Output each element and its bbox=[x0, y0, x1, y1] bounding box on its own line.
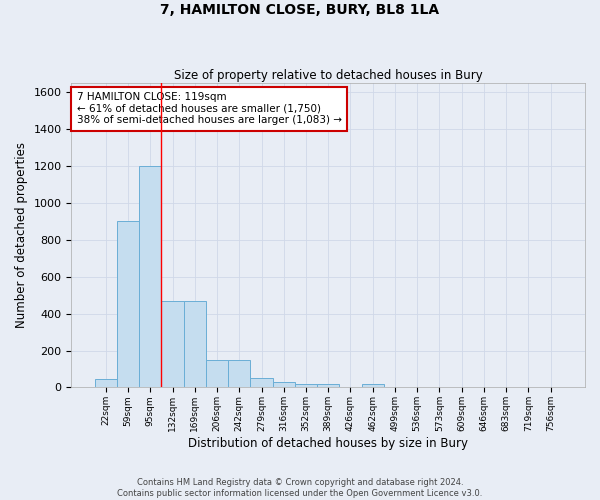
Bar bbox=[295, 384, 317, 388]
Y-axis label: Number of detached properties: Number of detached properties bbox=[15, 142, 28, 328]
Text: 7 HAMILTON CLOSE: 119sqm
← 61% of detached houses are smaller (1,750)
38% of sem: 7 HAMILTON CLOSE: 119sqm ← 61% of detach… bbox=[77, 92, 341, 126]
Bar bbox=[184, 301, 206, 388]
Bar bbox=[161, 301, 184, 388]
Bar bbox=[228, 360, 250, 388]
Text: 7, HAMILTON CLOSE, BURY, BL8 1LA: 7, HAMILTON CLOSE, BURY, BL8 1LA bbox=[160, 2, 440, 16]
Bar bbox=[272, 382, 295, 388]
Bar bbox=[95, 379, 117, 388]
Text: Contains HM Land Registry data © Crown copyright and database right 2024.
Contai: Contains HM Land Registry data © Crown c… bbox=[118, 478, 482, 498]
Bar bbox=[317, 384, 340, 388]
Bar bbox=[362, 384, 384, 388]
Title: Size of property relative to detached houses in Bury: Size of property relative to detached ho… bbox=[174, 69, 482, 82]
Bar bbox=[139, 166, 161, 388]
Bar bbox=[117, 222, 139, 388]
Bar bbox=[250, 378, 272, 388]
Bar bbox=[206, 360, 228, 388]
X-axis label: Distribution of detached houses by size in Bury: Distribution of detached houses by size … bbox=[188, 437, 468, 450]
